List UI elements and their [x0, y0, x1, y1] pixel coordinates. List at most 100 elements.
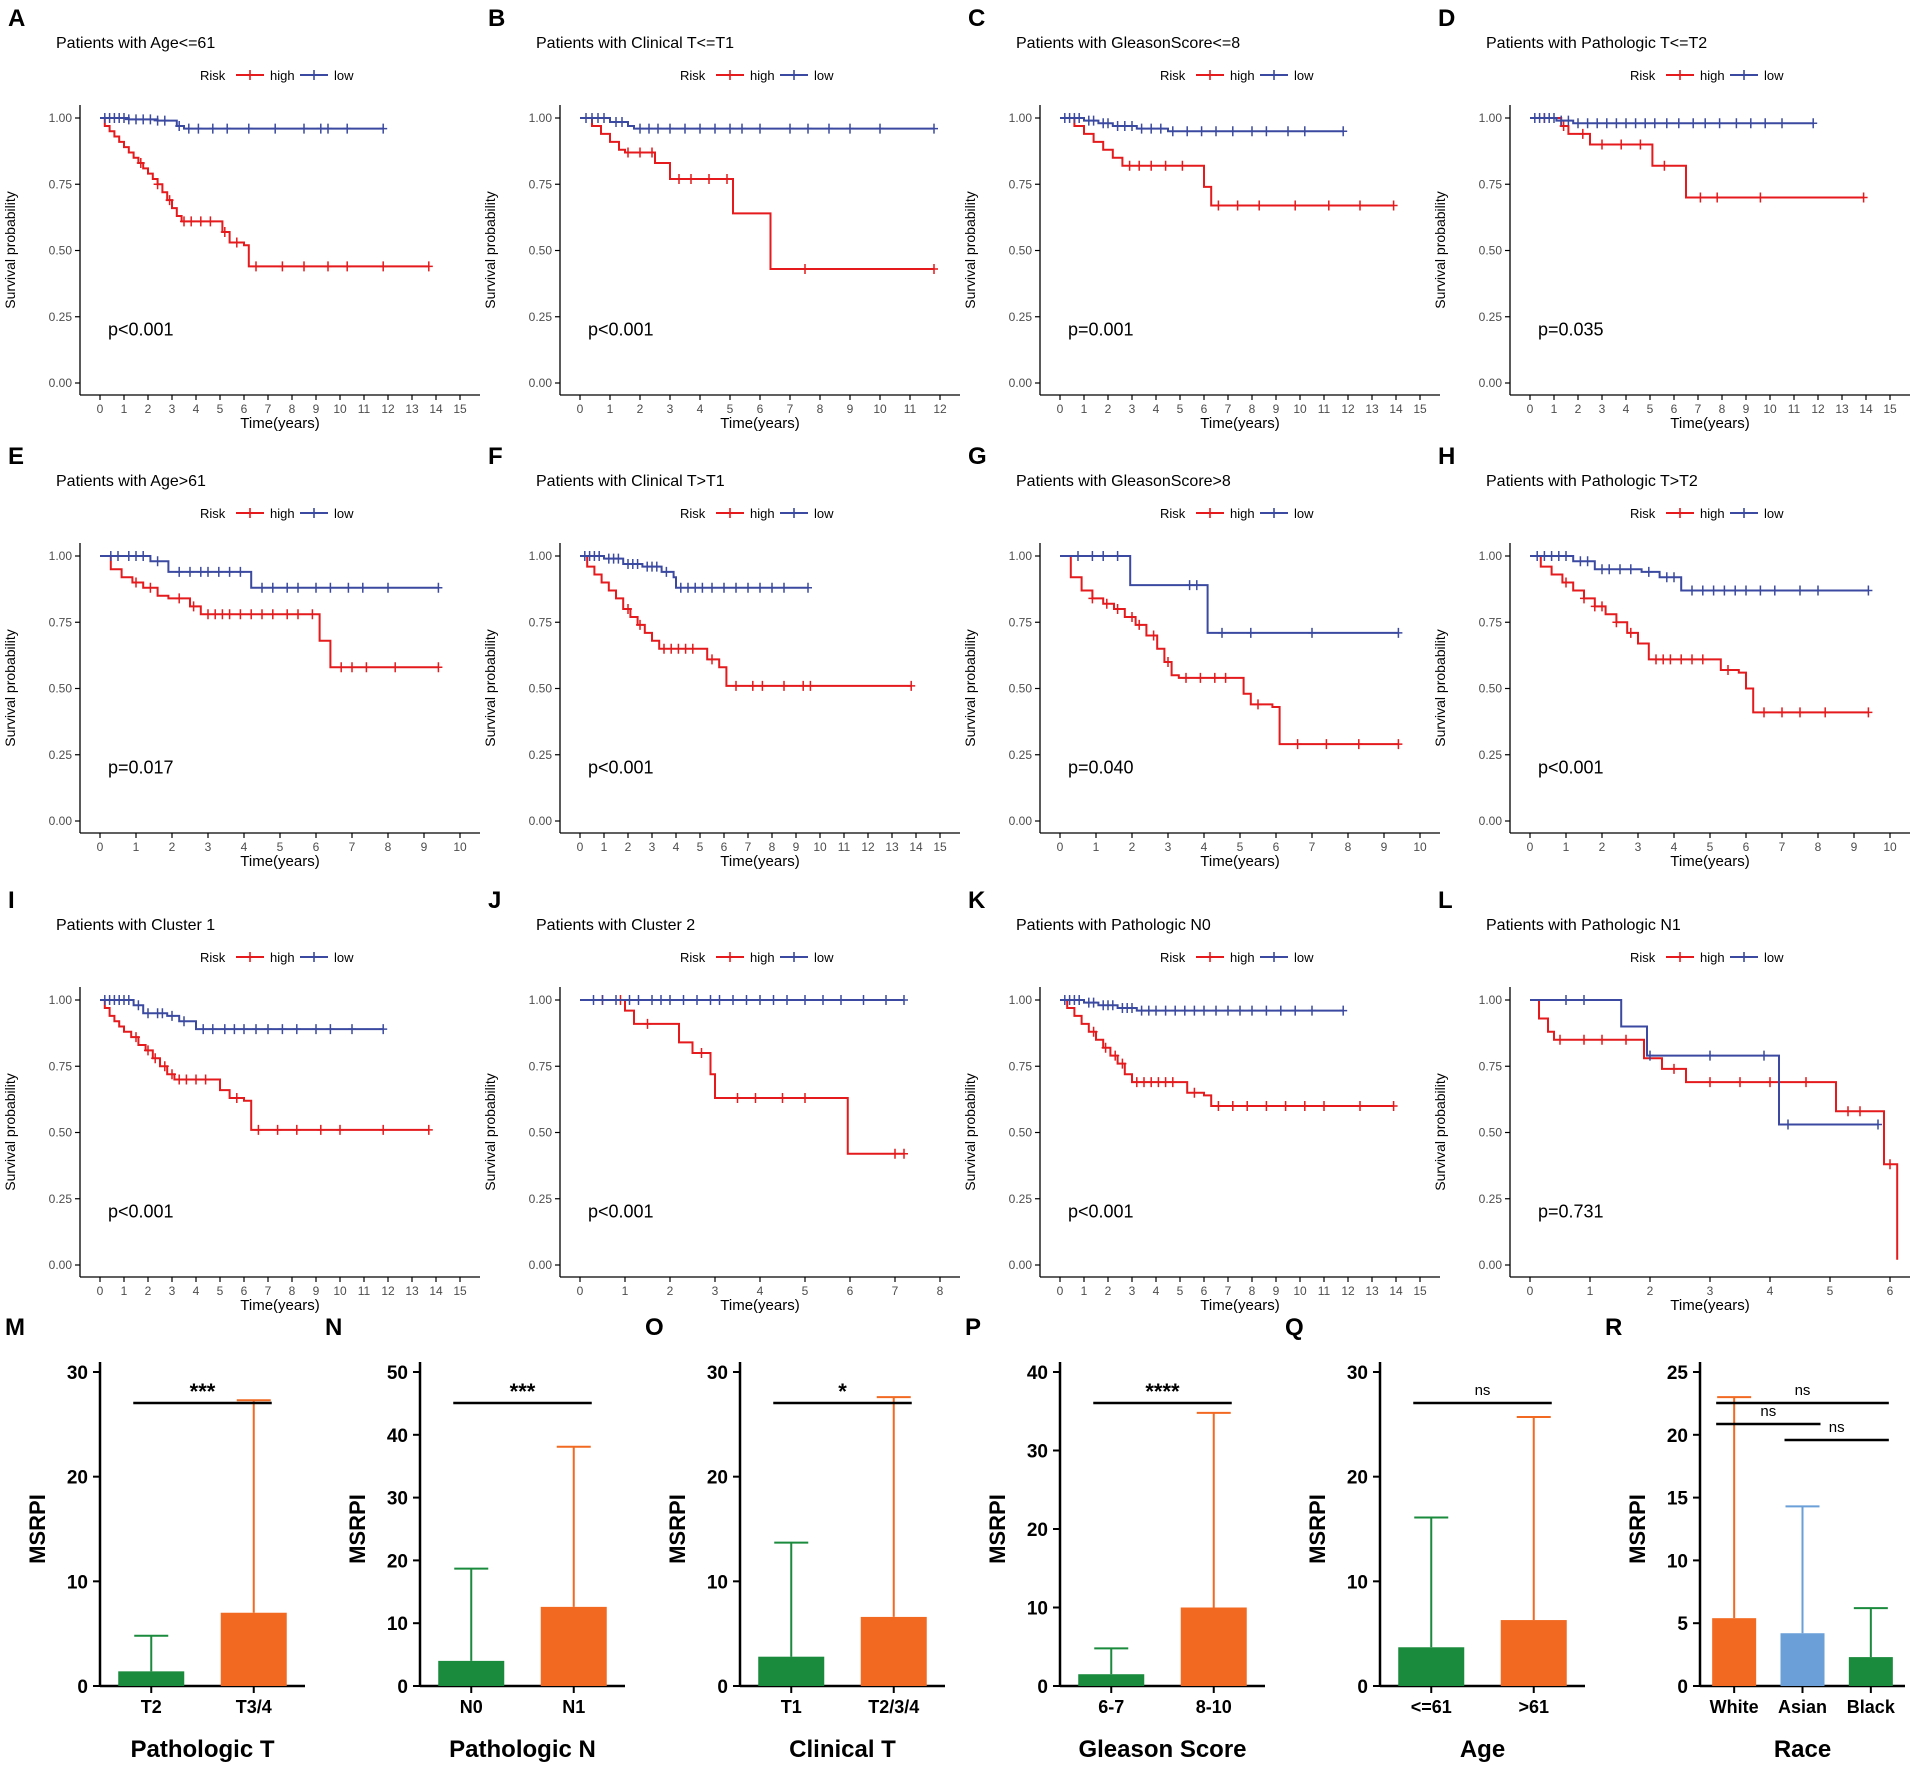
x-tick-label: 9 [313, 1284, 320, 1298]
legend-low-mark [1739, 508, 1749, 518]
censor-mark-high [1666, 654, 1675, 665]
censor-mark-low [598, 995, 607, 1005]
y-tick-label: 40 [387, 1426, 408, 1447]
censor-mark-high [1196, 672, 1205, 683]
censor-mark-high [732, 680, 740, 691]
x-tick-label: 9 [1273, 1284, 1280, 1298]
censor-mark-high [687, 173, 695, 184]
km-curve-high [580, 117, 934, 271]
censor-mark-high [1128, 611, 1136, 622]
censor-mark-low [625, 995, 634, 1005]
censor-mark-high [636, 619, 644, 630]
censor-mark-low [175, 120, 184, 131]
censor-mark-low [657, 995, 665, 1005]
km-panel-j: J Patients with Cluster 2 Risk high low 0.00 0… [482, 887, 960, 1314]
x-tick-label: 4 [193, 402, 200, 416]
legend-high-label: high [750, 950, 775, 965]
censor-mark-high [1168, 1077, 1177, 1088]
censor-mark-low [208, 1024, 217, 1035]
bar-T2/3/4 [860, 1616, 927, 1686]
y-tick-label: 0.00 [1479, 1258, 1503, 1272]
x-tick-label: 6 [313, 840, 320, 854]
censor-mark-high [292, 1124, 301, 1135]
panel-title: Patients with GleasonScore<=8 [1016, 35, 1240, 52]
km-panel-b: B Patients with Clinical T<=T1 Risk high low… [482, 5, 960, 432]
censor-mark-low [662, 566, 671, 577]
y-tick-label: 1.00 [529, 993, 553, 1007]
y-tick-label: 0.50 [49, 244, 73, 258]
legend-high-label: high [1700, 506, 1725, 521]
legend-title: Risk [680, 68, 706, 83]
censor-mark-high [930, 264, 938, 275]
censor-mark-low [1236, 1005, 1244, 1016]
legend-low-mark [309, 508, 319, 518]
y-tick-label: 1.00 [1479, 549, 1503, 563]
censor-mark-high [1291, 200, 1300, 211]
censor-mark-low [120, 113, 128, 123]
y-tick-label: 0.25 [1479, 310, 1503, 324]
x-tick-label: 8-10 [1196, 1697, 1232, 1717]
censor-mark-high [232, 237, 241, 248]
censor-mark-low [278, 1024, 287, 1035]
censor-mark-low [825, 123, 833, 134]
censor-mark-low [1190, 1005, 1199, 1016]
x-tick-label: 5 [802, 1284, 809, 1298]
p-value: p=0.017 [108, 757, 174, 777]
censor-mark-low [134, 1000, 143, 1011]
censor-mark-low [698, 582, 707, 593]
x-tick-label: 7 [1225, 1284, 1232, 1298]
x-tick-label: 9 [421, 840, 428, 854]
panel-letter: L [1438, 887, 1453, 914]
x-tick-label: 15 [453, 1284, 467, 1298]
x-tick-label: 11 [1318, 402, 1331, 416]
censor-mark-high [801, 264, 809, 275]
legend-low-mark [1739, 70, 1749, 80]
censor-mark-low [1622, 118, 1630, 129]
bar-N0 [438, 1660, 505, 1686]
legend-low-mark [789, 70, 799, 80]
y-tick-label: 50 [387, 1363, 408, 1384]
legend-high-label: high [270, 950, 295, 965]
p-value: p<0.001 [108, 319, 174, 339]
significance-label: ns [1475, 1382, 1491, 1399]
x-tick-label: 0 [1057, 1284, 1064, 1298]
censor-mark-high [1617, 139, 1626, 150]
censor-mark-low [930, 123, 938, 134]
x-tick-label: 12 [933, 402, 947, 416]
censor-mark-high [187, 216, 196, 227]
censor-mark-low [271, 123, 280, 134]
y-tick-label: 1.00 [1009, 549, 1033, 563]
x-tick-label: 1 [607, 402, 614, 416]
censor-mark-low [1308, 627, 1316, 638]
y-tick-label: 0.00 [1479, 376, 1503, 390]
censor-mark-low [214, 566, 223, 577]
censor-mark-low [1670, 572, 1678, 583]
y-tick-label: 0.25 [49, 310, 73, 324]
y-tick-label: 0.75 [1479, 1059, 1503, 1073]
y-tick-label: 0.00 [1009, 814, 1033, 828]
legend-high-label: high [1700, 68, 1725, 83]
censor-mark-low [300, 123, 308, 134]
legend-high-mark [1205, 952, 1215, 962]
legend: Risk high low [1630, 950, 1784, 965]
censor-mark-high [1356, 1101, 1364, 1111]
censor-mark-low [1192, 580, 1201, 591]
censor-mark-low [1646, 1050, 1654, 1061]
censor-mark-low [264, 1024, 272, 1035]
censor-mark-low [618, 116, 626, 127]
x-tick-label: 4 [757, 1284, 764, 1298]
bar-White [1712, 1618, 1757, 1686]
y-tick-label: 0.75 [529, 177, 553, 191]
y-tick-label: 1.00 [529, 549, 553, 563]
x-tick-label: 4 [193, 1284, 200, 1298]
censor-mark-high [294, 609, 302, 620]
y-tick-label: 20 [387, 1551, 408, 1572]
censor-mark-high [1844, 1106, 1852, 1117]
censor-mark-high [201, 1074, 210, 1085]
censor-mark-low [1262, 1005, 1271, 1016]
censor-mark-low [679, 995, 688, 1005]
censor-mark-low [1796, 585, 1804, 596]
panel-letter: M [5, 1314, 25, 1341]
legend: Risk high low [1160, 950, 1314, 965]
censor-mark-low [1137, 123, 1146, 134]
